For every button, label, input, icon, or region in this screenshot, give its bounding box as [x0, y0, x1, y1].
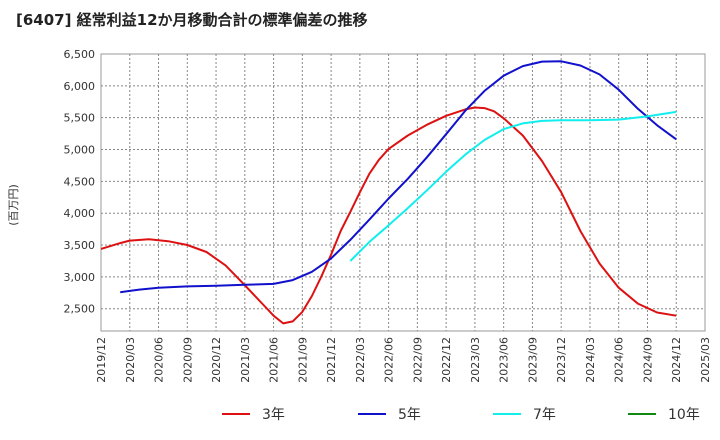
- x-tick-label: 2020/06: [153, 337, 166, 383]
- series-line-3年: [100, 106, 677, 325]
- y-tick-label: 6,500: [64, 48, 96, 61]
- x-tick-label: 2022/03: [354, 337, 367, 383]
- x-tick-label: 2023/09: [526, 337, 539, 383]
- y-tick-label: 3,000: [64, 271, 96, 284]
- y-tick-label: 3,500: [64, 239, 96, 252]
- x-tick-label: 2022/06: [383, 337, 396, 383]
- chart-title: [6407] 経常利益12か月移動合計の標準偏差の推移: [16, 11, 368, 29]
- y-tick-label: 5,500: [64, 112, 96, 125]
- legend-label-10年: 10年: [668, 407, 700, 423]
- x-tick-label: 2025/03: [699, 337, 712, 383]
- x-tick-label: 2024/06: [613, 337, 626, 383]
- series-lines: [100, 60, 677, 325]
- grid: [100, 53, 706, 332]
- x-tick-label: 2021/03: [239, 337, 252, 383]
- x-tick-label: 2024/09: [641, 337, 654, 383]
- x-tick-label: 2021/09: [296, 337, 309, 383]
- series-line-5年: [120, 60, 677, 294]
- legend-label-3年: 3年: [262, 407, 285, 423]
- x-tick-label: 2021/06: [268, 337, 281, 383]
- x-tick-label: 2023/12: [555, 337, 568, 383]
- y-tick-label: 4,000: [64, 207, 96, 220]
- x-tick-label: 2019/12: [95, 337, 108, 383]
- x-tick-label: 2023/03: [469, 337, 482, 383]
- legend-label-7年: 7年: [533, 407, 556, 423]
- axes: 2019/12 2020/03 2020/06 2020/09 2020/12 2021/…: [7, 48, 712, 383]
- x-tick-label: 2022/12: [440, 337, 453, 383]
- x-tick-label: 2022/09: [411, 337, 424, 383]
- x-tick-label: 2021/12: [325, 337, 338, 383]
- x-tick-label: 2020/03: [124, 337, 137, 383]
- x-tick-label: 2020/09: [181, 337, 194, 383]
- x-tick-label: 2023/06: [498, 337, 511, 383]
- x-tick-label: 2020/12: [210, 337, 223, 383]
- plot-frame: [100, 53, 706, 332]
- y-tick-label: 4,500: [64, 175, 96, 188]
- y-tick-label: 6,000: [64, 80, 96, 93]
- legend: 3年 5年 7年 10年: [222, 407, 700, 423]
- y-tick-label: 5,000: [64, 144, 96, 157]
- x-tick-label: 2024/12: [670, 337, 683, 383]
- y-tick-label: 2,500: [64, 303, 96, 316]
- y-axis-label: (百万円): [7, 184, 20, 226]
- series-line-7年: [349, 110, 677, 262]
- legend-label-5年: 5年: [398, 407, 421, 423]
- x-tick-label: 2024/03: [584, 337, 597, 383]
